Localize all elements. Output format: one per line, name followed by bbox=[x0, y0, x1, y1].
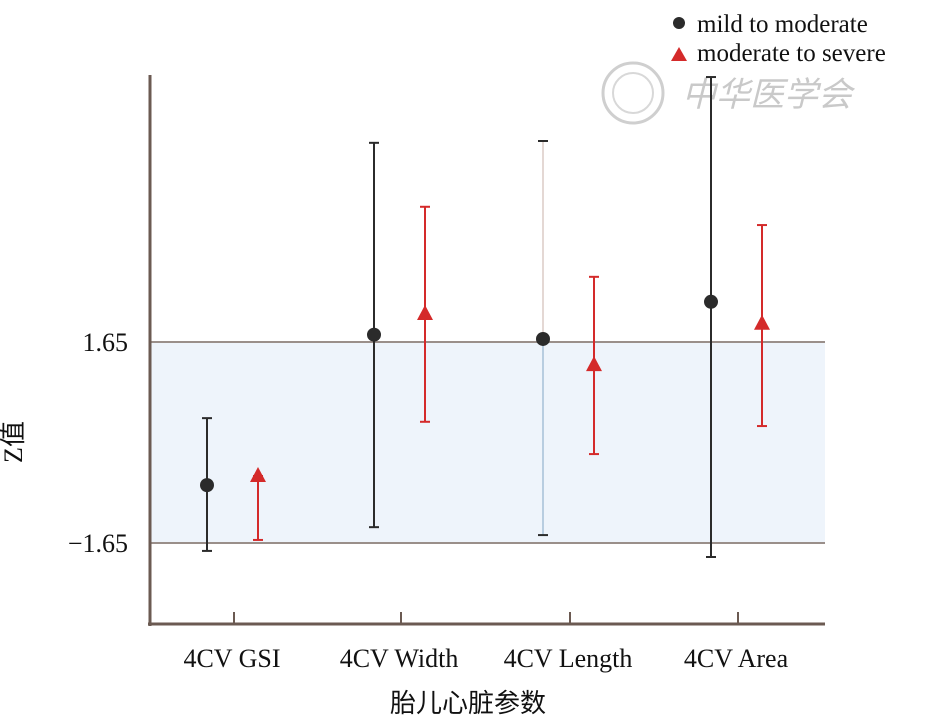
watermark-seal-inner-icon bbox=[612, 72, 654, 114]
legend-item-severe[interactable]: moderate to severe bbox=[671, 40, 886, 67]
reference-band bbox=[150, 342, 825, 543]
data-point[interactable] bbox=[417, 304, 433, 320]
x-tick-label: 4CV Area bbox=[684, 644, 789, 673]
data-point[interactable] bbox=[586, 356, 602, 372]
series-moderate-to-severe bbox=[250, 205, 770, 541]
series-mild-to-moderate bbox=[200, 76, 718, 559]
data-point[interactable] bbox=[200, 478, 214, 493]
data-point[interactable] bbox=[250, 467, 266, 482]
legend: mild to moderate moderate to severe bbox=[671, 11, 886, 67]
legend-circle-icon bbox=[673, 17, 685, 29]
legend-triangle-icon bbox=[671, 47, 687, 61]
legend-label: moderate to severe bbox=[697, 40, 886, 67]
x-tick-label: 4CV GSI bbox=[183, 644, 280, 673]
watermark-text: 中华医学会 bbox=[682, 77, 856, 114]
watermark-seal-icon bbox=[601, 61, 665, 125]
data-point[interactable] bbox=[536, 331, 550, 346]
watermark: 中华医学会 bbox=[601, 61, 856, 125]
x-tick-label: 4CV Length bbox=[504, 644, 633, 673]
data-point[interactable] bbox=[704, 294, 718, 309]
legend-item-mild[interactable]: mild to moderate bbox=[673, 11, 868, 38]
y-tick-label: −1.65 bbox=[68, 529, 128, 558]
data-point[interactable] bbox=[367, 327, 381, 342]
data-point[interactable] bbox=[754, 314, 770, 330]
y-axis-title: Z值 bbox=[0, 421, 28, 463]
y-tick-label: 1.65 bbox=[83, 328, 129, 357]
x-axis-title: 胎儿心脏参数 bbox=[390, 689, 546, 718]
x-tick-label: 4CV Width bbox=[340, 644, 459, 673]
legend-label: mild to moderate bbox=[697, 11, 868, 38]
